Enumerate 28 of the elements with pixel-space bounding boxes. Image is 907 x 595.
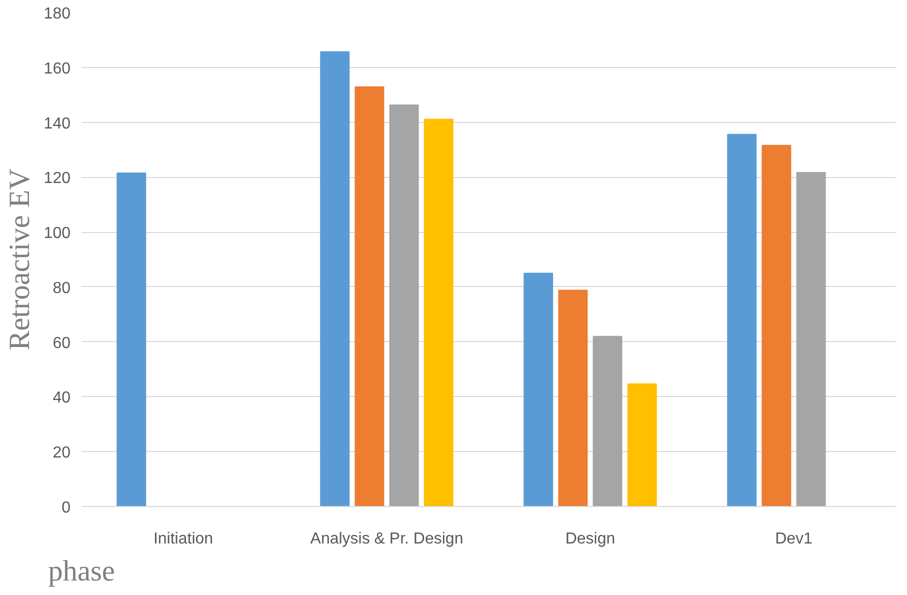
bar — [354, 86, 384, 506]
bar — [320, 51, 350, 506]
x-tick-label: Design — [565, 530, 616, 548]
bar — [116, 172, 146, 506]
y-tick-label: 100 — [44, 225, 71, 242]
y-tick-label: 120 — [44, 170, 71, 188]
bar — [727, 134, 757, 506]
y-tick-label: 160 — [44, 60, 71, 78]
bar — [424, 118, 454, 506]
x-axis-title: phase — [48, 556, 115, 588]
bar — [389, 104, 419, 506]
y-tick-label: 140 — [44, 115, 71, 132]
bar — [627, 383, 657, 506]
bar — [592, 336, 622, 506]
bar — [796, 172, 826, 506]
bar — [762, 144, 792, 506]
y-tick-label: 20 — [52, 444, 71, 462]
y-axis-title: Retroactive EV — [4, 168, 36, 350]
y-tick-label: 40 — [52, 390, 71, 407]
x-tick-label: Dev1 — [775, 530, 813, 548]
x-tick-label: Initiation — [153, 530, 214, 548]
y-tick-label: 60 — [52, 334, 71, 352]
y-tick-label: 180 — [44, 6, 71, 22]
bar — [524, 272, 554, 506]
x-tick-label: Analysis & Pr. Design — [310, 530, 464, 548]
y-tick-label: 0 — [62, 500, 71, 516]
y-tick-label: 80 — [52, 280, 71, 297]
bar — [558, 290, 588, 506]
